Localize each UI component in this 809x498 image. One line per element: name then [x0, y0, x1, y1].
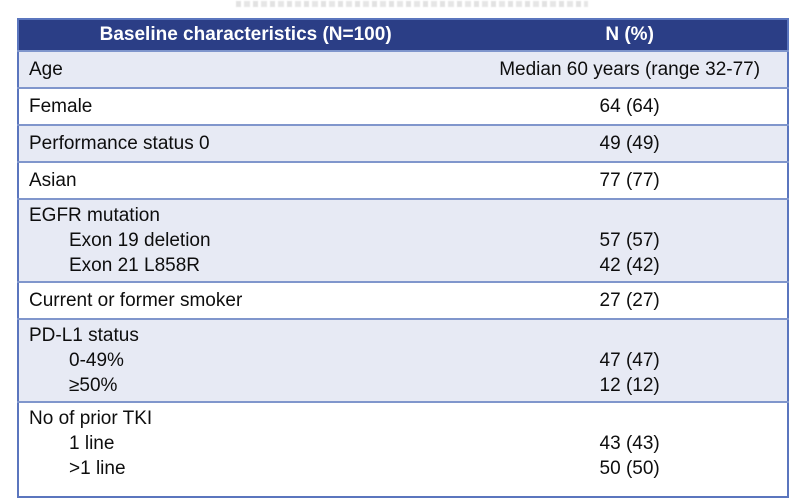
row-value-line: 27 (27)	[599, 290, 660, 311]
row-value-line	[472, 323, 787, 348]
row-sublabel-line: >1 line	[69, 458, 126, 479]
row-sublabel-line: Exon 19 deletion	[69, 230, 211, 251]
row-sublabel-line: 1 line	[69, 433, 115, 454]
row-label-cell: Current or former smoker	[18, 281, 473, 319]
row-value-line	[472, 203, 787, 228]
row-label-cell: Age	[18, 50, 473, 88]
row-value-cell: 57 (57) 42 (42)	[472, 198, 788, 282]
row-value-cell: 47 (47) 12 (12)	[472, 318, 788, 402]
table-header-row: Baseline characteristics (N=100) N (%)	[18, 19, 788, 51]
cropped-slide-title-fragment	[236, 1, 588, 7]
row-value-line: 12 (12)	[599, 375, 660, 396]
table-row: PD-L1 status 0-49% ≥50% 47 (47) 12 (12)	[18, 318, 788, 402]
row-label-cell: Performance status 0	[18, 124, 473, 162]
table-row: Age Median 60 years (range 32-77)	[18, 50, 788, 88]
row-value-line: 49 (49)	[599, 133, 660, 154]
table-row: No of prior TKI 1 line >1 line 43 (43) 50 (…	[18, 401, 788, 497]
table-body: Age Median 60 years (range 32-77) Female 64…	[18, 50, 788, 497]
row-label-line: Age	[29, 59, 63, 80]
table-row: Performance status 0 49 (49)	[18, 124, 788, 162]
row-label-line: Female	[29, 96, 93, 117]
table-row: Current or former smoker 27 (27)	[18, 281, 788, 319]
baseline-characteristics-table: Baseline characteristics (N=100) N (%) A…	[17, 18, 789, 498]
row-label-cell: Asian	[18, 161, 473, 199]
header-characteristics: Baseline characteristics (N=100)	[18, 19, 473, 51]
row-label-line: PD-L1 status	[29, 325, 139, 346]
row-value-line: 47 (47)	[599, 350, 660, 371]
row-label-cell: Female	[18, 87, 473, 125]
row-value-line: Median 60 years (range 32-77)	[499, 59, 761, 80]
row-label-cell: PD-L1 status 0-49% ≥50%	[18, 318, 473, 402]
row-value-line: 77 (77)	[599, 170, 660, 191]
row-value-line: 57 (57)	[599, 230, 660, 251]
row-value-line	[472, 406, 787, 431]
row-sublabel-line: 0-49%	[69, 350, 124, 371]
row-value-line: 42 (42)	[599, 255, 660, 276]
row-label-line: Current or former smoker	[29, 290, 243, 311]
row-sublabel-line: Exon 21 L858R	[69, 255, 200, 276]
row-value-cell: 49 (49)	[472, 124, 788, 162]
row-sublabel-line: ≥50%	[69, 375, 118, 396]
row-label-line: No of prior TKI	[29, 408, 153, 429]
row-value-cell: 77 (77)	[472, 161, 788, 199]
row-value-cell: 43 (43) 50 (50)	[472, 401, 788, 497]
row-value-line: 43 (43)	[599, 433, 660, 454]
row-label-line: EGFR mutation	[29, 205, 160, 226]
table-row: Female 64 (64)	[18, 87, 788, 125]
row-value-cell: Median 60 years (range 32-77)	[472, 50, 788, 88]
row-value-line: 64 (64)	[599, 96, 660, 117]
row-value-line: 50 (50)	[599, 458, 660, 479]
row-value-cell: 64 (64)	[472, 87, 788, 125]
table-row: EGFR mutation Exon 19 deletion Exon 21 L85…	[18, 198, 788, 282]
row-label-line: Asian	[29, 170, 77, 191]
row-value-cell: 27 (27)	[472, 281, 788, 319]
row-label-cell: EGFR mutation Exon 19 deletion Exon 21 L85…	[18, 198, 473, 282]
header-n-percent: N (%)	[472, 19, 788, 51]
row-label-line: Performance status 0	[29, 133, 210, 154]
row-label-cell: No of prior TKI 1 line >1 line	[18, 401, 473, 497]
table-row: Asian 77 (77)	[18, 161, 788, 199]
